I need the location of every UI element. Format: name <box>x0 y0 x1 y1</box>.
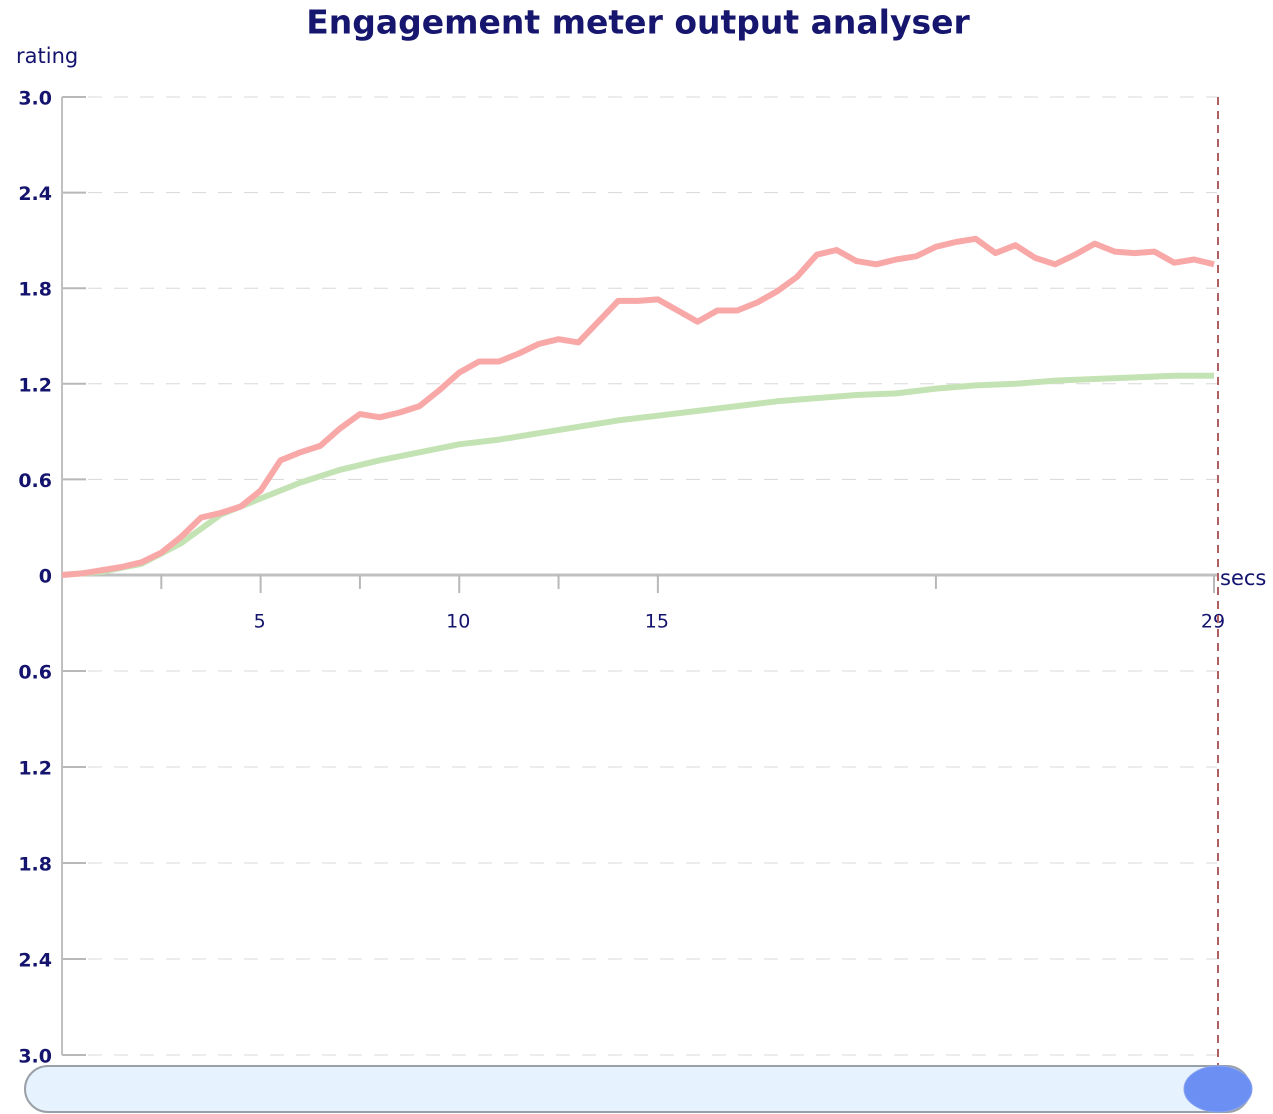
scrollbar-thumb[interactable] <box>1183 1065 1253 1113</box>
y-tick-label: 1.2 <box>18 758 52 780</box>
y-tick-label: 0.6 <box>18 470 52 492</box>
y-tick-label: 1.8 <box>18 279 52 301</box>
y-axis-label: rating <box>16 44 78 68</box>
plot-area: 0 0.6 1.2 1.8 2.4 3.0 0.6 1.2 1.8 2.4 3.0 5 10 15 29 <box>18 88 1225 1068</box>
y-tick-label: 2.4 <box>18 183 52 205</box>
y-tick-label: 0.6 <box>18 662 52 684</box>
x-axis-label: secs <box>1220 566 1266 590</box>
x-tick-label: 15 <box>645 611 669 633</box>
x-tick-label: 29 <box>1201 611 1225 633</box>
y-tick-label: 1.8 <box>18 854 52 876</box>
y-tick-label: 1.2 <box>18 374 52 396</box>
y-tick-label: 3.0 <box>18 88 52 110</box>
data-line <box>61 372 1214 578</box>
y-tick-label: 2.4 <box>18 950 52 972</box>
x-tick-label: 5 <box>254 611 266 633</box>
y-tick-label: 3.0 <box>18 1046 52 1068</box>
data-line <box>61 235 1215 578</box>
y-tick-label: 0 <box>39 566 52 588</box>
scrollbar-track[interactable] <box>24 1065 1251 1113</box>
chart-title: Engagement meter output analyser <box>306 3 970 42</box>
x-tick-label: 10 <box>446 611 470 633</box>
